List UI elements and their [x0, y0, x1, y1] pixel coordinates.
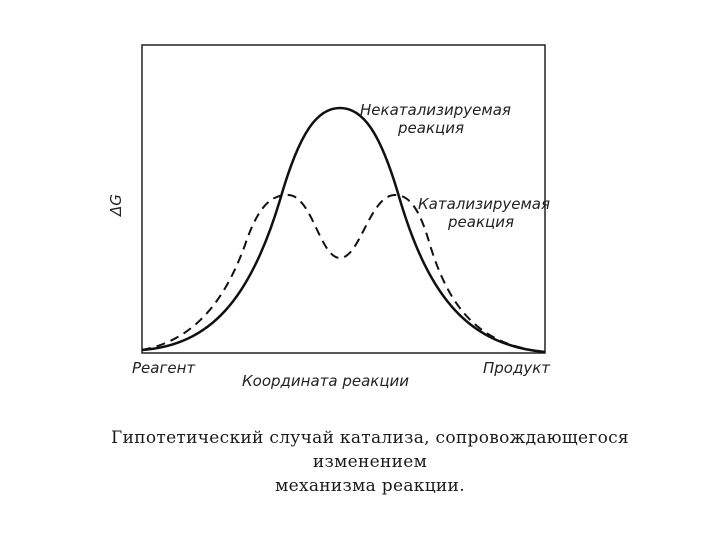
- uncatalyzed-label-line2: реакция: [397, 119, 464, 137]
- figure-caption: Гипотетический случай катализа, сопровож…: [60, 426, 680, 498]
- product-label: Продукт: [483, 359, 551, 377]
- plot-frame: [141, 44, 546, 354]
- catalyzed-curve: [141, 193, 546, 353]
- y-axis-label: ΔG: [107, 194, 125, 217]
- x-axis-label: Координата реакции: [242, 372, 409, 390]
- uncatalyzed-curve: [141, 106, 546, 354]
- caption-line-2: механизма реакции.: [275, 476, 465, 496]
- caption-line-1: Гипотетический случай катализа, сопровож…: [111, 428, 629, 472]
- catalyzed-label-line1: Катализируемая: [418, 195, 550, 213]
- reagent-label: Реагент: [132, 359, 196, 377]
- catalyzed-label-line2: реакция: [447, 213, 514, 231]
- uncatalyzed-label-line1: Некатализируемая: [360, 101, 511, 119]
